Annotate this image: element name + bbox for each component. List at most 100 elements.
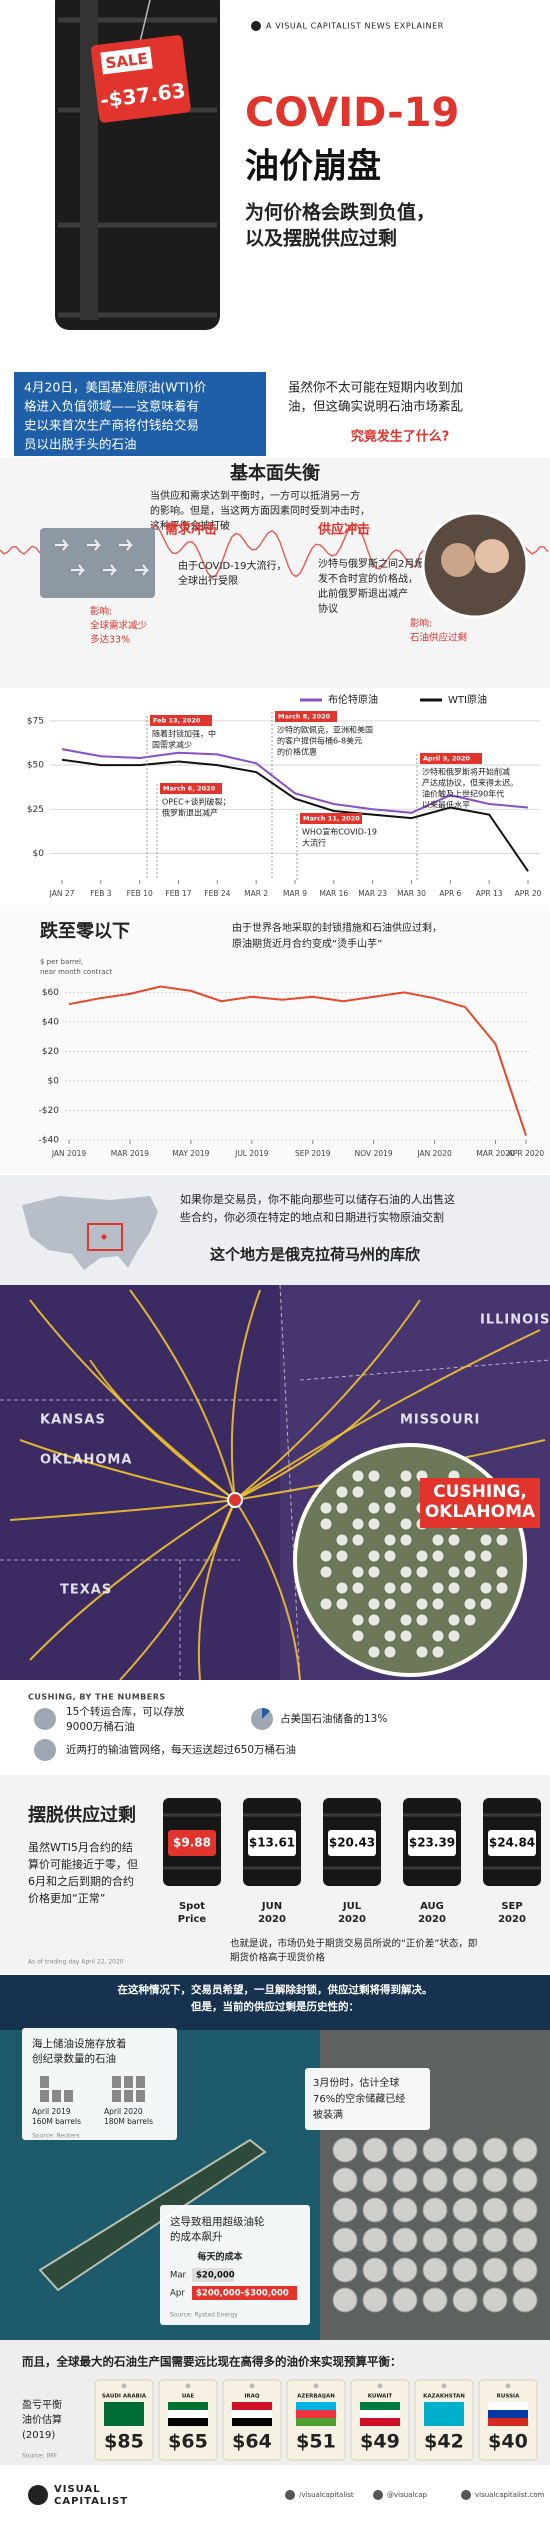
annotation-text: 沙特的欧佩克，亚洲和美国 [277,725,373,735]
storage-tank [480,1582,492,1594]
intro-text: 油，但这确实说明石油市场紊乱 [288,399,463,414]
annotation-date: April 9, 2020 [423,755,470,763]
storage-tank [332,2197,358,2223]
storage-tank [416,1646,428,1658]
country-price: $40 [488,2431,528,2453]
y-tick-label: $0 [48,1076,60,1086]
cushing-dot [101,1234,107,1240]
planes-photo [40,528,155,598]
storage-tank [332,2167,358,2193]
storage-tank [392,2197,418,2223]
storage-tank [480,1534,492,1546]
numbers-text: 15个转运合库，可以存放 [66,1705,185,1718]
storage-tank [422,2197,448,2223]
x-tick-label: MAR 9 [283,889,307,898]
callout: CUSHING, [433,1482,527,1502]
storage-tank [362,2137,388,2163]
x-tick-label: MAR 2019 [111,1149,150,1158]
storage-tank [512,2137,538,2163]
source: Source: IMF [22,2453,57,2460]
plane [87,539,102,551]
barrel-label: JUN [261,1901,282,1912]
state-border [279,1284,301,1681]
barrel-price: $24.84 [489,1836,535,1850]
annotation-text: 油价触及上世纪90年代 [422,789,504,799]
mini-barrel [52,2090,61,2102]
storage-tank [464,1550,476,1562]
supply-impact: 石油供应过剩 [410,632,467,644]
tanker-cost: $200,000-$300,000 [196,2289,289,2299]
y-tick-label: $60 [42,988,59,998]
storage-tank [448,1534,460,1546]
section-text: 的影响。但是，当这两方面因素同时受到冲击时， [150,504,370,517]
pipeline [89,1359,236,1501]
flag-stripe [104,2402,144,2426]
numbers-text: 9000万桶石油 [66,1720,135,1733]
storage-tank [336,1534,348,1546]
storage-tank [400,1630,412,1642]
annotation-date-bg [300,813,362,824]
capacity-text: 被装满 [313,2108,343,2121]
x-tick-label: MAY 2019 [172,1149,209,1158]
barrel-shine [80,0,98,320]
tag-hole [121,2383,127,2389]
state-label: MISSOURI [400,1413,480,1428]
series-line [61,758,529,872]
x-tick-label: MAR 16 [319,889,348,898]
x-tick-label: JUL 2019 [234,1149,269,1158]
tag-hole [249,2383,255,2389]
numbers-text: 近两打的输油管网络，每天运送超过650万桶石油 [66,1743,296,1756]
storage-tank [464,1614,476,1626]
storage-tank [362,2287,388,2313]
storage-tank [362,2197,388,2223]
demand-text: 全球出行受限 [178,574,238,587]
storage-tank [400,1518,412,1530]
tag-hole [441,2383,447,2389]
x-tick-label: FEB 10 [127,889,153,898]
barrel-label: JUL [342,1901,362,1912]
chart-subtitle: 原油期货近月合约变成“烫手山芋” [232,937,382,950]
storage-tank [336,1486,348,1498]
storage-tank [352,1582,364,1594]
glut-text: 虽然WTI5月合约的结 [28,1840,133,1854]
mini-barrel [40,2090,49,2102]
x-tick-label: NOV 2019 [355,1149,393,1158]
kicker: A VISUAL CAPITALIST NEWS EXPLAINER [266,22,444,31]
intro-text: 史以来首次生产商将付钱给交易 [24,418,199,433]
plane [119,539,134,551]
storage-tank [332,2287,358,2313]
storage-intro: 在这种情况下，交易员希望，一旦解除封锁，供应过剩将得到解决。 [118,1983,433,1996]
storage-tank [352,1630,364,1642]
y-tick-label: $50 [27,761,44,771]
storage-tank [332,2257,358,2283]
title-zh: 油价崩盘 [245,147,381,187]
storage-tank [452,2167,478,2193]
annotation-text: 大流行 [302,838,326,848]
state-label: OKLAHOMA [40,1453,132,1468]
social-icon [285,2490,295,2500]
y-axis-label: $ per barrel, [40,958,83,966]
icon-pipes [34,1739,56,1761]
storage-tank [422,2227,448,2253]
capacity-text: 76%的空余储藏已经 [313,2092,405,2105]
storage-tank [432,1630,444,1642]
annotation-date-bg [275,711,337,722]
country-name: AZERBAIJAN [297,2394,335,2400]
storage-tank [362,2167,388,2193]
storage-tank [400,1566,412,1578]
storage-tank [482,2167,508,2193]
barrel-label: 2020 [498,1914,526,1925]
demand-impact: 多达33% [90,634,130,646]
annotation-text: 俄罗斯退出减产 [162,808,218,818]
icon-pie-slice [262,1707,270,1719]
country-price: $85 [104,2431,144,2453]
storage-tank [368,1470,380,1482]
numbers-text: 占美国石油储备的13% [280,1712,387,1725]
barrel-label: SEP [501,1901,522,1912]
demand-impact: 影响: [90,606,112,618]
glut-note: 期货价格高于现货价格 [230,1952,326,1964]
plane [71,564,86,576]
pipeline [197,1499,236,1681]
mini-barrel [112,2090,121,2102]
plane [135,564,150,576]
